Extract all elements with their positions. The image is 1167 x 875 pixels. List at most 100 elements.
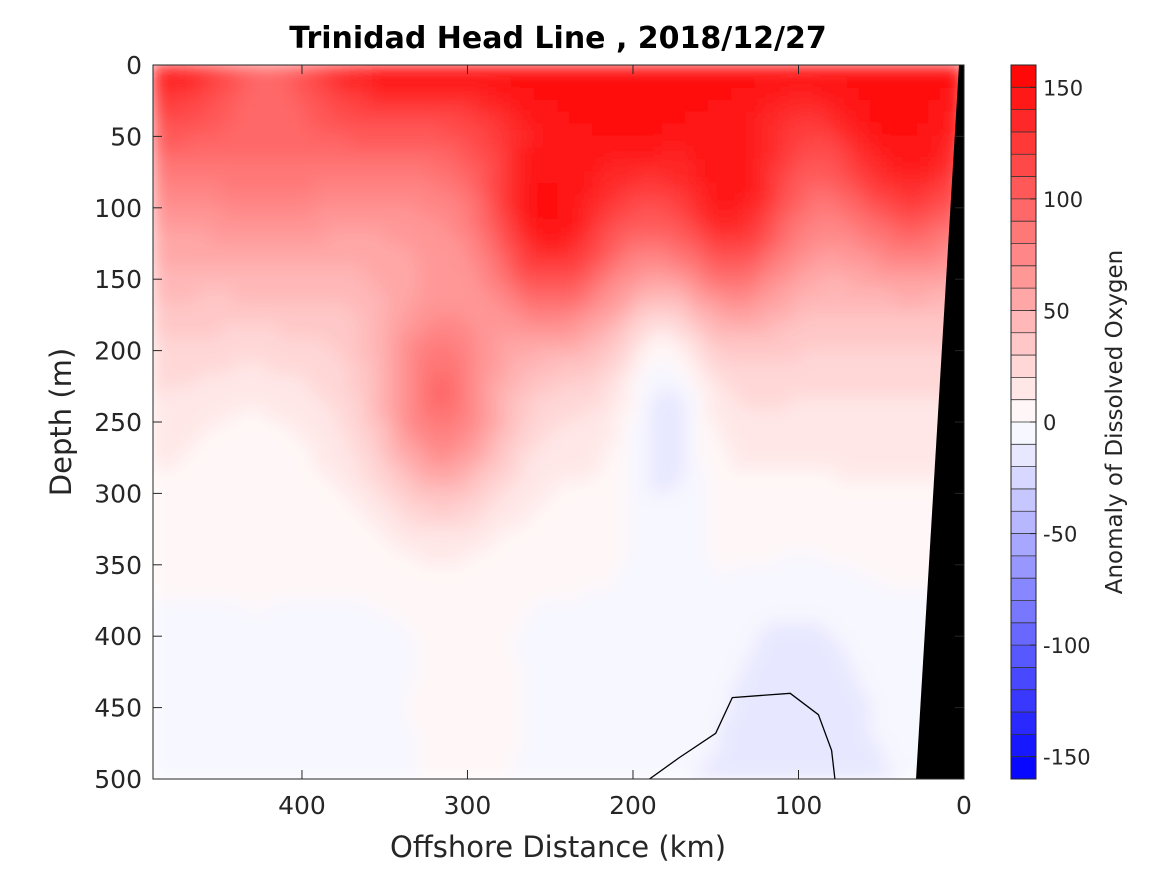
heat-cell: [499, 290, 514, 304]
heat-cell: [580, 206, 595, 221]
heat-cell: [870, 111, 884, 126]
heat-cell: [893, 492, 908, 507]
heat-cell: [372, 278, 386, 293]
heat-cell: [209, 516, 224, 531]
heat-cell: [650, 254, 664, 269]
heat-cell: [383, 432, 398, 447]
heat-cell: [534, 409, 548, 423]
heat-cell: [337, 456, 351, 471]
heat-cell: [731, 659, 745, 673]
heat-cell: [279, 266, 293, 281]
heat-cell: [569, 99, 583, 114]
heat-cell: [627, 730, 641, 745]
heat-cell: [209, 75, 224, 90]
heat-cell: [789, 373, 803, 388]
heat-cell: [209, 551, 224, 566]
heat-cell: [522, 266, 537, 281]
heat-cell: [349, 409, 363, 423]
heat-cell: [650, 647, 664, 661]
heat-cell: [372, 468, 386, 483]
heat-cell: [511, 349, 525, 364]
heat-cell: [650, 694, 664, 709]
heat-cell: [221, 516, 236, 531]
heat-cell: [881, 242, 896, 257]
heat-cell: [499, 147, 514, 162]
heat-cell: [684, 206, 699, 221]
heat-cell: [360, 159, 375, 174]
heat-cell: [244, 397, 259, 412]
heat-cell: [742, 575, 757, 590]
heat-cell: [684, 635, 699, 650]
heat-cell: [905, 325, 919, 340]
heat-cell: [163, 682, 178, 697]
heat-cell: [395, 206, 409, 221]
heat-cell: [638, 147, 653, 162]
colorbar-swatch: [1011, 600, 1036, 624]
heat-cell: [337, 480, 351, 495]
heat-cell: [349, 528, 363, 542]
heat-cell: [580, 135, 595, 150]
heat-cell: [244, 670, 259, 685]
heat-cell: [650, 468, 664, 483]
heat-cell: [545, 444, 560, 459]
heat-cell: [800, 682, 815, 697]
heat-cell: [673, 599, 687, 614]
heat-cell: [650, 266, 664, 281]
heat-cell: [893, 325, 908, 340]
heat-cell: [858, 206, 873, 221]
heat-cell: [754, 290, 769, 304]
heat-cell: [383, 75, 398, 90]
heat-cell: [198, 325, 212, 340]
heat-cell: [939, 99, 954, 114]
heat-cell: [708, 218, 722, 233]
heat-cell: [186, 563, 201, 578]
heat-cell: [661, 611, 676, 626]
heat-cell: [557, 183, 572, 197]
heat-cell: [592, 218, 606, 233]
heat-cell: [325, 87, 340, 102]
heat-cell: [615, 159, 629, 174]
heat-cell: [870, 397, 884, 412]
heat-cell: [256, 718, 270, 733]
heat-cell: [522, 540, 537, 554]
heat-cell: [684, 230, 699, 245]
heat-cell: [221, 290, 236, 304]
heat-cell: [383, 516, 398, 531]
heat-cell: [754, 87, 769, 102]
heat-cell: [742, 75, 757, 90]
heat-cell: [638, 587, 653, 602]
heat-cell: [175, 421, 189, 435]
heat-cell: [603, 278, 618, 293]
heat-cell: [279, 528, 293, 542]
heat-cell: [349, 385, 363, 400]
heat-cell: [244, 278, 259, 293]
heat-cell: [488, 670, 502, 685]
heat-cell: [580, 492, 595, 507]
heat-cell: [291, 456, 305, 471]
heat-cell: [928, 218, 942, 233]
heat-cell: [267, 540, 282, 554]
heat-cell: [279, 694, 293, 709]
heat-cell: [441, 111, 456, 126]
heat-cell: [696, 575, 711, 590]
heat-cell: [522, 337, 537, 352]
heat-cell: [198, 421, 212, 435]
heat-cell: [719, 349, 734, 364]
heat-cell: [800, 218, 815, 233]
heat-cell: [545, 147, 560, 162]
heat-cell: [627, 409, 641, 423]
heat-cell: [824, 373, 838, 388]
heat-cell: [325, 135, 340, 150]
heat-cell: [198, 123, 212, 138]
heat-cell: [464, 432, 479, 447]
heat-cell: [824, 230, 838, 245]
heat-cell: [244, 171, 259, 185]
heat-cell: [349, 302, 363, 316]
heat-cell: [476, 659, 490, 673]
heat-cell: [673, 575, 687, 590]
heat-cell: [789, 611, 803, 626]
heat-cell: [638, 361, 653, 376]
heat-cell: [939, 111, 954, 126]
heat-cell: [881, 659, 896, 673]
heat-cell: [430, 278, 444, 293]
